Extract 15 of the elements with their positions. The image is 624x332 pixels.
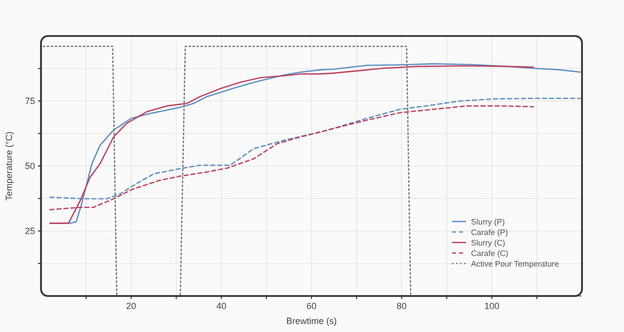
legend-label: Active Pour Temperature [471,260,560,268]
y-tick-label: 50 [24,161,35,171]
legend-label: Carafe (P) [471,228,508,237]
x-tick-label: 100 [484,301,500,311]
x-axis-title: Brewtime (s) [286,316,337,326]
y-tick-label: 25 [24,226,35,236]
legend-label: Slurry (C) [471,238,506,248]
x-tick-label: 20 [126,301,136,311]
x-tick-label: 60 [306,301,317,311]
y-axis-title: Temperature (°C) [4,131,14,201]
x-tick-label: 80 [396,301,407,311]
x-tick-label: 40 [216,301,226,311]
legend-label: Slurry (P) [471,218,506,226]
legend-label: Carafe (C) [471,249,509,258]
y-tick-label: 75 [24,96,35,106]
